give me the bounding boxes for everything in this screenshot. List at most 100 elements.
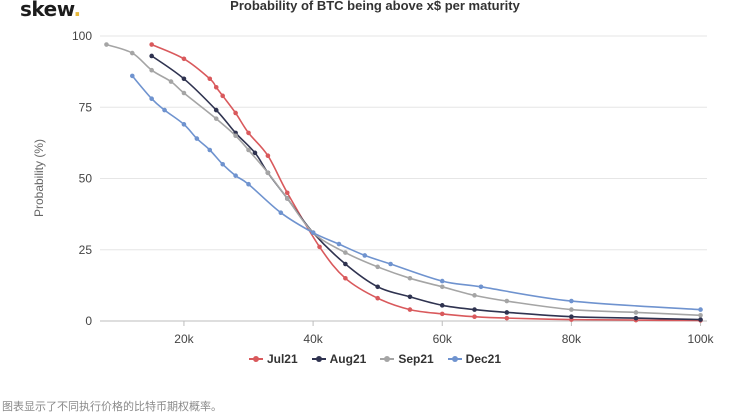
caption: 图表显示了不同执行价格的比特币期权概率。 (2, 401, 222, 413)
data-point-jul21 (504, 315, 510, 321)
data-point-sep21 (265, 170, 271, 176)
legend-item-dec21[interactable]: Dec21 (447, 352, 502, 366)
data-point-jul21 (472, 314, 477, 320)
data-point-jul21 (149, 42, 154, 47)
x-tick-label: 60k (433, 332, 453, 346)
data-point-sep21 (181, 90, 187, 96)
legend-item-jul21[interactable]: Jul21 (248, 352, 298, 366)
series-jul21 (149, 42, 703, 323)
data-point-jul21 (407, 307, 413, 312)
data-point-jul21 (284, 190, 290, 196)
data-point-sep21 (129, 50, 135, 56)
data-point-jul21 (246, 130, 251, 136)
data-point-sep21 (284, 196, 290, 201)
data-point-dec21 (478, 284, 484, 290)
series-aug21 (149, 53, 703, 322)
series-dec21 (129, 73, 703, 312)
data-point-jul21 (343, 275, 348, 281)
legend-label-aug21: Aug21 (329, 352, 367, 366)
data-point-jul21 (375, 295, 380, 301)
data-point-dec21 (310, 230, 316, 235)
legend-swatch-dot (315, 356, 322, 362)
logo-text: skew (20, 0, 74, 21)
y-tick-label: 0 (85, 314, 92, 328)
legend-item-sep21[interactable]: Sep21 (380, 352, 434, 366)
series-sep21 (104, 42, 703, 318)
data-point-jul21 (220, 93, 225, 99)
data-point-dec21 (181, 122, 187, 127)
y-tick-label: 75 (79, 100, 93, 114)
data-point-jul21 (213, 85, 219, 90)
data-point-aug21 (439, 303, 445, 308)
data-point-aug21 (343, 261, 348, 267)
data-point-sep21 (104, 42, 109, 47)
data-point-sep21 (149, 67, 154, 73)
legend-swatch-dec21 (447, 354, 462, 364)
data-point-aug21 (252, 150, 258, 156)
legend: Jul21 Aug21 Sep21 Dec21 (0, 352, 750, 366)
data-point-dec21 (278, 210, 284, 215)
data-point-aug21 (569, 314, 574, 320)
data-point-aug21 (149, 53, 154, 59)
legend-swatch-dot (384, 356, 391, 362)
legend-swatch-sep21 (380, 354, 395, 364)
legend-item-aug21[interactable]: Aug21 (311, 352, 367, 366)
x-tick-label: 40k (303, 332, 323, 346)
data-point-dec21 (194, 136, 200, 141)
data-point-dec21 (149, 96, 154, 101)
data-point-sep21 (213, 116, 219, 121)
chart-plot: 0 25 50 75 100 20k 40k 60k 80k 100k (72, 29, 715, 346)
data-point-jul21 (317, 244, 322, 250)
data-point-sep21 (168, 79, 174, 84)
data-point-sep21 (472, 293, 477, 298)
data-point-dec21 (698, 307, 703, 312)
legend-swatch-jul21 (248, 354, 263, 364)
tick-labels: 0 25 50 75 100 20k 40k 60k 80k 100k (72, 29, 715, 346)
x-tick-label: 100k (688, 332, 715, 346)
data-point-jul21 (439, 311, 445, 317)
legend-label-dec21: Dec21 (465, 352, 502, 366)
series-group (104, 42, 703, 323)
data-point-sep21 (698, 313, 703, 318)
data-point-sep21 (375, 264, 380, 270)
data-point-dec21 (129, 73, 135, 79)
data-point-dec21 (388, 261, 393, 267)
logo-dot: . (73, 0, 81, 21)
data-point-sep21 (504, 298, 510, 304)
data-point-dec21 (220, 161, 225, 167)
legend-label-sep21: Sep21 (398, 352, 434, 366)
data-point-sep21 (633, 310, 639, 315)
data-point-jul21 (265, 153, 271, 158)
data-point-dec21 (336, 241, 342, 247)
series-line-sep21 (106, 43, 701, 317)
data-point-sep21 (343, 250, 348, 255)
data-point-sep21 (407, 275, 413, 281)
data-point-dec21 (162, 107, 167, 113)
axes (100, 320, 707, 326)
series-line-jul21 (151, 43, 701, 322)
chart-title: Probability of BTC being above x$ per ma… (230, 0, 520, 13)
data-point-aug21 (698, 317, 703, 322)
y-tick-label: 100 (72, 29, 92, 43)
data-point-aug21 (472, 307, 477, 312)
grid-lines (100, 35, 707, 251)
legend-label-jul21: Jul21 (266, 352, 298, 366)
y-tick-label: 50 (79, 172, 93, 186)
x-tick-label: 80k (562, 332, 582, 346)
data-point-sep21 (246, 147, 251, 153)
series-line-aug21 (151, 55, 701, 321)
x-tick-label: 20k (174, 332, 194, 346)
data-point-dec21 (362, 253, 368, 258)
data-point-sep21 (569, 307, 574, 312)
y-tick-label: 25 (79, 243, 93, 257)
data-point-sep21 (439, 284, 445, 290)
data-point-dec21 (233, 173, 238, 178)
data-point-dec21 (439, 278, 445, 284)
data-point-aug21 (181, 76, 187, 82)
data-point-aug21 (407, 294, 413, 300)
data-point-aug21 (213, 107, 219, 113)
data-point-sep21 (233, 133, 238, 139)
legend-swatch-dot (252, 356, 259, 362)
data-point-aug21 (375, 284, 380, 290)
data-point-dec21 (569, 298, 574, 304)
